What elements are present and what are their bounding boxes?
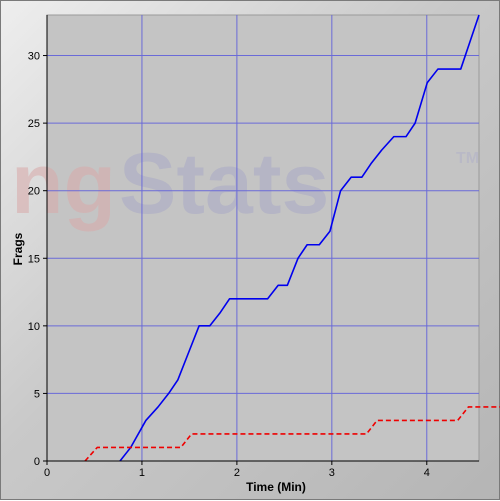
watermark-stats: Stats — [119, 136, 329, 232]
grid-lines — [47, 15, 479, 461]
watermark-ng: ng — [11, 136, 116, 232]
series-line-1 — [119, 14, 480, 462]
y-tick-label: 30 — [28, 51, 40, 63]
y-tick-label: 15 — [28, 253, 40, 265]
series-lines — [84, 14, 500, 462]
ngstats-watermark: ng Stats TM — [11, 136, 479, 232]
x-tick-label: 3 — [329, 467, 335, 479]
y-tick-label: 0 — [34, 456, 40, 468]
x-tick-label: 1 — [139, 467, 145, 479]
x-axis-title: Time (Min) — [246, 480, 306, 494]
y-tick-label: 5 — [34, 388, 40, 400]
x-tick-label: 2 — [234, 467, 240, 479]
series-line-2 — [84, 406, 500, 462]
y-tick-label: 20 — [28, 186, 40, 198]
plot-area — [46, 14, 480, 462]
y-tick-labels: 0 5 10 15 20 25 30 — [28, 51, 40, 468]
y-tick-label: 25 — [28, 118, 40, 130]
y-axis-title: Frags — [11, 232, 25, 265]
x-tick-label: 0 — [44, 467, 50, 479]
axes — [43, 15, 479, 465]
x-tick-labels: 0 1 2 3 4 — [44, 467, 430, 479]
x-tick-label: 4 — [424, 467, 430, 479]
plot-background — [46, 14, 480, 462]
watermark-tm: TM — [456, 150, 479, 167]
y-tick-label: 10 — [28, 321, 40, 333]
